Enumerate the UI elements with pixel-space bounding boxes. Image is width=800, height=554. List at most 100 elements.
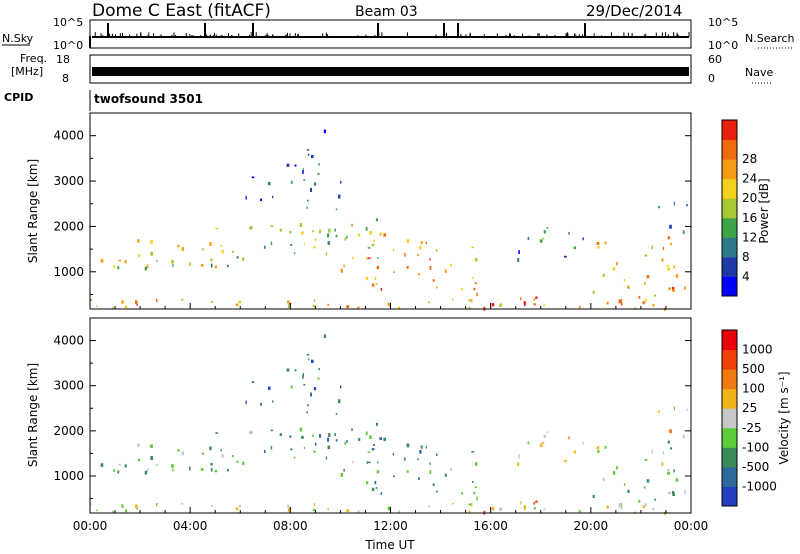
power-echo	[263, 245, 266, 249]
velocity-echo	[211, 504, 214, 508]
power-echo	[156, 298, 158, 303]
power-echo	[527, 237, 530, 240]
power-echo	[365, 227, 368, 231]
velocity-echo	[335, 413, 338, 415]
velocity-echo	[245, 400, 247, 405]
velocity-echo	[612, 471, 616, 475]
velocity-echo	[340, 385, 342, 389]
velocity-echo	[301, 435, 304, 439]
nsky-trace	[89, 23, 690, 48]
velocity-echo	[135, 504, 138, 509]
velocity-echo	[302, 372, 305, 377]
velocity-echo	[644, 502, 647, 507]
velocity-echo	[242, 461, 245, 466]
velocity-axes: 1000 2000 3000 4000	[53, 334, 691, 500]
power-echo	[242, 257, 245, 261]
nsearch-bottom-tick: 10^0	[708, 39, 738, 52]
power-echo	[124, 260, 127, 264]
velocity-echo	[651, 449, 654, 454]
power-colorbar-tick: 24	[742, 172, 757, 186]
velocity-echo	[669, 429, 672, 434]
velocity-echo	[136, 508, 138, 510]
power-echo	[627, 285, 630, 289]
velocity-echo	[425, 445, 427, 449]
power-echo	[398, 306, 400, 309]
velocity-colorbar-segment	[722, 330, 737, 351]
power-echo	[673, 201, 676, 206]
velocity-colorbar-segment	[722, 466, 737, 487]
velocity-echo	[398, 510, 400, 513]
power-echo	[673, 265, 675, 269]
power-colorbar-segment	[722, 198, 737, 219]
power-echo	[672, 289, 676, 292]
velocity-echo	[210, 462, 213, 466]
power-echo	[279, 228, 283, 232]
velocity-echo	[517, 462, 520, 467]
velocity-echo	[313, 387, 317, 391]
velocity-echo	[377, 461, 379, 464]
power-echo	[666, 264, 670, 267]
velocity-echo	[220, 449, 222, 452]
velocity-echo	[235, 507, 239, 511]
velocity-echo	[419, 450, 422, 454]
velocity-echo	[113, 469, 116, 473]
velocity-echo	[546, 431, 549, 434]
velocity-echo	[172, 468, 174, 472]
power-echo	[428, 301, 430, 304]
velocity-echo	[452, 502, 454, 505]
power-echo	[231, 250, 234, 253]
velocity-colorbar-tick: -1000	[742, 479, 777, 493]
velocity-echo	[435, 453, 438, 456]
power-echo	[156, 260, 158, 262]
xtick-label: 08:00	[273, 519, 308, 533]
nsky-top-tick: 10^5	[53, 16, 83, 29]
velocity-echo	[646, 479, 650, 483]
power-echo	[340, 268, 343, 273]
velocity-echo	[432, 483, 435, 486]
power-echo	[250, 226, 253, 230]
velocity-echo	[592, 494, 595, 498]
velocity-echo	[294, 369, 297, 372]
velocity-colorbar-label: Velocity [m s⁻¹]	[777, 371, 791, 464]
velocity-echo	[290, 448, 293, 451]
velocity-echo	[491, 507, 495, 511]
velocity-echo	[436, 490, 438, 493]
power-echo	[117, 266, 120, 270]
velocity-echo	[270, 429, 274, 432]
power-echo	[682, 230, 685, 235]
velocity-colorbar-segment	[722, 408, 737, 429]
velocity-echo	[306, 353, 310, 356]
velocity-echo	[346, 440, 348, 443]
velocity-echo	[671, 491, 675, 494]
power-echo	[306, 206, 308, 209]
power-colorbar-segment	[722, 139, 737, 160]
velocity-echo	[272, 400, 274, 403]
power-echo	[358, 233, 361, 237]
velocity-echo	[317, 377, 320, 380]
power-echo	[417, 253, 419, 257]
velocity-colorbar-tick: 500	[742, 362, 765, 376]
power-echo	[568, 231, 570, 235]
velocity-echo	[327, 445, 331, 450]
velocity-echo	[657, 410, 660, 413]
velocity-colorbar-tick: 25	[742, 401, 757, 415]
power-echo	[669, 224, 672, 229]
velocity-echo	[374, 481, 377, 485]
nsky-panel: N.Sky 10^5 10^0 10^5 10^0 N.Search	[2, 16, 795, 52]
power-echo	[286, 163, 290, 167]
power-colorbar-segment	[722, 276, 737, 297]
power-echo	[444, 269, 447, 273]
velocity-echo	[346, 509, 350, 513]
velocity-echo	[231, 455, 234, 458]
power-echo	[419, 245, 422, 250]
velocity-ytick-label: 1000	[53, 469, 84, 483]
power-ylabel: Slant Range [km]	[26, 159, 40, 263]
power-echo	[404, 252, 406, 257]
power-echo	[643, 282, 646, 285]
power-echo	[146, 264, 149, 269]
freq-bottom-tick: 8	[62, 72, 69, 85]
velocity-colorbar-segment	[722, 427, 737, 448]
velocity-echo	[181, 451, 184, 456]
velocity-echo	[367, 451, 371, 453]
velocity-echo	[520, 501, 522, 505]
